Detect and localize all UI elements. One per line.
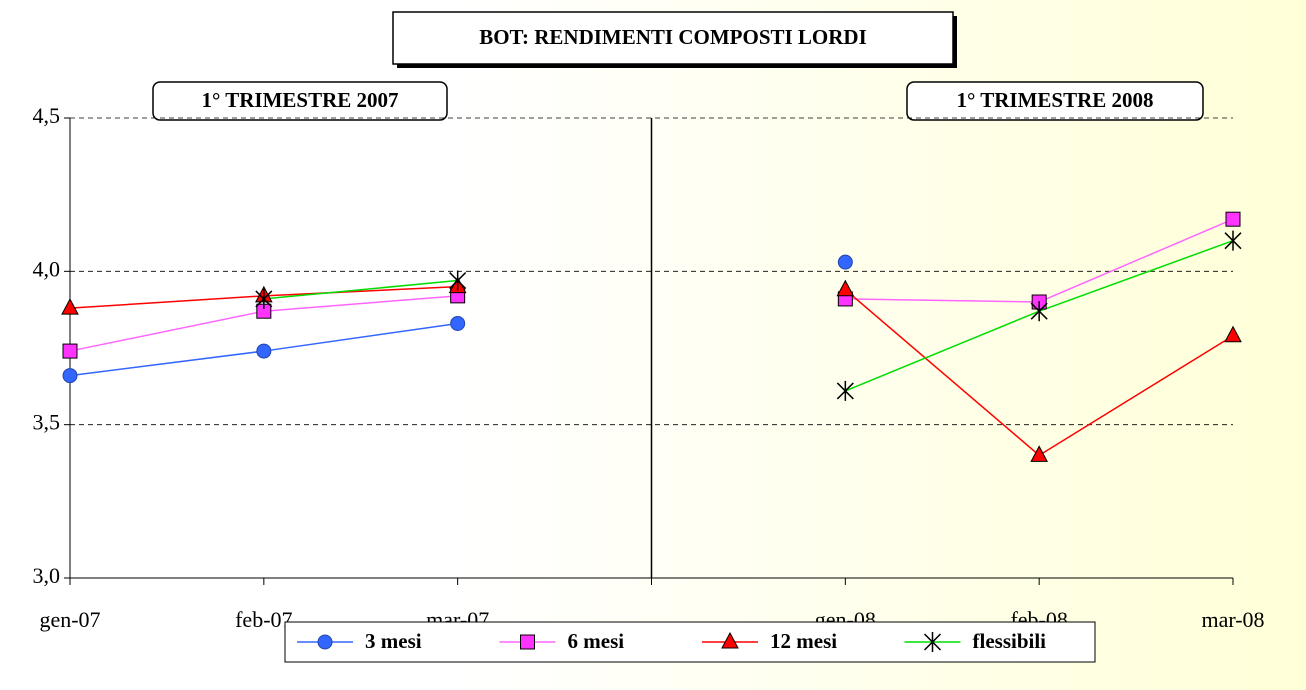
marker	[255, 288, 273, 309]
legend-label: 12 mesi	[770, 629, 837, 653]
x-tick-label: feb-07	[235, 607, 292, 632]
marker	[62, 343, 78, 359]
y-tick-label: 4,0	[33, 256, 61, 281]
x-tick-label: gen-07	[39, 607, 100, 632]
marker	[520, 634, 535, 650]
series-line	[263, 279, 458, 300]
marker	[836, 279, 855, 297]
marker	[1224, 230, 1242, 251]
marker	[61, 298, 79, 315]
x-tick-label: mar-08	[1201, 607, 1264, 632]
legend-label: 3 mesi	[365, 629, 422, 653]
marker	[256, 343, 272, 359]
y-tick-label: 3,5	[33, 410, 61, 435]
marker	[449, 270, 467, 291]
marker	[1225, 211, 1241, 227]
marker	[1030, 445, 1048, 462]
title-box	[392, 11, 954, 65]
annotation-box	[152, 81, 448, 121]
marker	[62, 368, 78, 384]
marker	[721, 631, 739, 649]
marker	[450, 315, 466, 331]
chart-title: BOT: RENDIMENTI COMPOSTI LORDI	[479, 25, 867, 49]
annotation-box	[906, 81, 1204, 121]
marker	[1030, 301, 1048, 322]
marker	[836, 380, 854, 401]
y-tick-label: 4,5	[33, 103, 61, 128]
legend-label: flessibili	[973, 629, 1047, 653]
y-tick-label: 3,0	[33, 563, 61, 588]
annotation: 1° TRIMESTRE 2007	[201, 88, 398, 112]
marker	[837, 254, 853, 270]
legend-label: 6 mesi	[568, 629, 625, 653]
annotation: 1° TRIMESTRE 2008	[956, 88, 1153, 112]
marker	[923, 632, 942, 652]
marker	[1224, 325, 1242, 343]
marker	[317, 634, 333, 650]
